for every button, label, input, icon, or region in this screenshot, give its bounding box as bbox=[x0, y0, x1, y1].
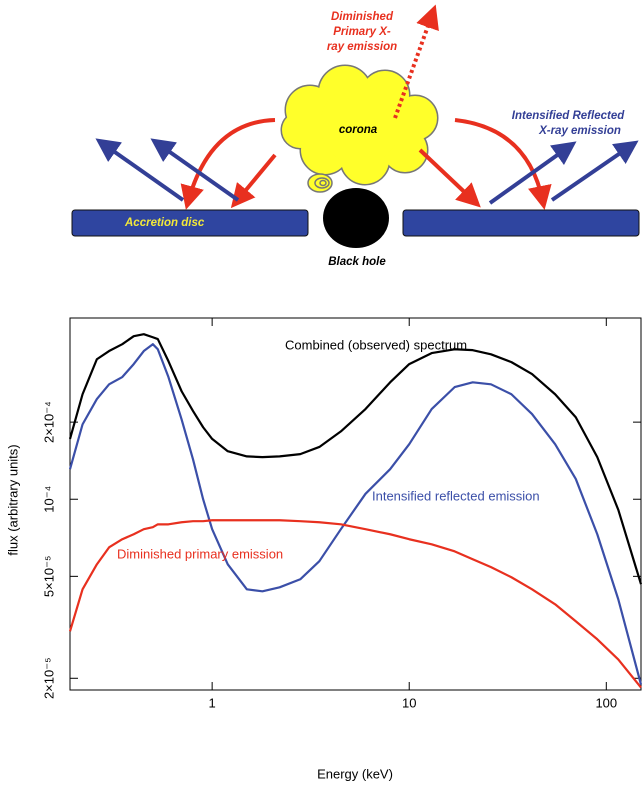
red-arrow bbox=[180, 118, 276, 210]
blue-arrow bbox=[550, 140, 639, 202]
hole-label: Black hole bbox=[328, 256, 386, 268]
blue-arrow bbox=[95, 138, 185, 202]
x-axis-label: Energy (keV) bbox=[317, 766, 393, 781]
x-tick-label: 100 bbox=[595, 695, 617, 710]
series-label: Combined (observed) spectrum bbox=[285, 337, 467, 352]
diagram: Diminished Primary X- ray emission coron… bbox=[71, 4, 640, 268]
blue-arrow bbox=[150, 138, 240, 202]
red-arrow bbox=[454, 118, 552, 210]
plot-frame bbox=[69, 317, 642, 691]
corona-swirl bbox=[307, 173, 333, 193]
series-line bbox=[68, 343, 642, 685]
accretion-disc-right bbox=[402, 209, 640, 237]
primary-arrow bbox=[393, 4, 439, 119]
accretion-disc-left bbox=[71, 209, 309, 237]
reflected-label: X-ray emission bbox=[538, 125, 621, 137]
y-tick-label: 2×10⁻⁵ bbox=[41, 658, 56, 700]
corona-label: corona bbox=[339, 124, 378, 136]
x-tick-label: 10 bbox=[402, 695, 416, 710]
series-line bbox=[68, 519, 642, 689]
blue-arrow bbox=[488, 141, 577, 205]
series-label: Intensified reflected emission bbox=[372, 488, 540, 503]
red-arrow bbox=[230, 153, 277, 209]
series-line bbox=[68, 333, 642, 585]
black-hole bbox=[323, 188, 389, 248]
y-tick-label: 2×10⁻⁴ bbox=[41, 401, 56, 443]
series-label: Diminished primary emission bbox=[117, 546, 283, 561]
disc-label: Accretion disc bbox=[124, 217, 205, 229]
primary-label: Primary X- bbox=[333, 26, 391, 38]
y-tick-label: 5×10⁻⁵ bbox=[41, 556, 56, 598]
reflected-label: Intensified Reflected bbox=[512, 110, 625, 122]
primary-label: ray emission bbox=[327, 41, 397, 53]
red-arrow bbox=[418, 148, 481, 208]
x-tick-label: 1 bbox=[209, 695, 216, 710]
y-axis-label: flux (arbitrary units) bbox=[5, 444, 20, 555]
y-tick-label: 10⁻⁴ bbox=[41, 486, 56, 513]
primary-label: Diminished bbox=[331, 11, 394, 23]
